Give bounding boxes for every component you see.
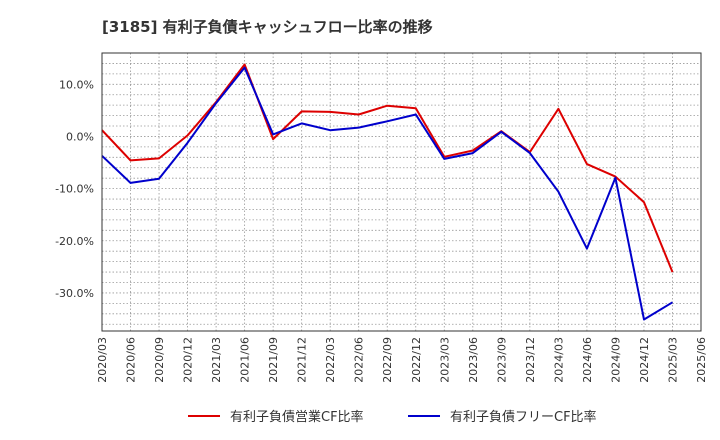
legend-label: 有利子負債営業CF比率 <box>230 409 364 425</box>
x-tick-label: 2023/12 <box>524 337 537 383</box>
y-tick-label: 10.0% <box>59 78 94 91</box>
series-line <box>101 63 674 273</box>
x-tick-label: 2021/09 <box>267 337 280 383</box>
series-lines <box>101 63 674 321</box>
series-line <box>101 66 674 321</box>
x-tick-label: 2024/09 <box>609 337 622 383</box>
x-tick-label: 2024/06 <box>581 337 594 383</box>
x-tick-label: 2025/06 <box>695 337 708 383</box>
x-tick-label: 2020/12 <box>182 337 195 383</box>
y-tick-label: -10.0% <box>55 183 94 196</box>
x-tick-label: 2022/09 <box>381 337 394 383</box>
legend: 有利子負債営業CF比率 有利子負債フリーCF比率 <box>188 409 597 425</box>
plot-border <box>101 52 702 332</box>
x-tick-label: 2020/09 <box>153 337 166 383</box>
x-tick-label: 2024/03 <box>552 337 565 383</box>
chart-title: [3185] 有利子負債キャッシュフロー比率の推移 <box>102 18 433 36</box>
x-tick-label: 2020/06 <box>125 337 138 383</box>
x-tick-label: 2020/03 <box>96 337 109 383</box>
x-tick-label: 2022/06 <box>353 337 366 383</box>
x-tick-label: 2023/03 <box>438 337 451 383</box>
x-tick-label: 2025/03 <box>666 337 679 383</box>
y-tick-label: 0.0% <box>66 130 94 143</box>
y-tick-label: -30.0% <box>55 287 94 300</box>
x-tick-label: 2021/06 <box>239 337 252 383</box>
grid <box>102 52 701 331</box>
legend-label: 有利子負債フリーCF比率 <box>450 409 597 425</box>
x-tick-label: 2024/12 <box>638 337 651 383</box>
x-tick-label: 2021/12 <box>296 337 309 383</box>
x-axis: 2020/03 2020/06 2020/09 2020/12 2021/03 2021/… <box>96 337 708 383</box>
x-tick-label: 2021/03 <box>210 337 223 383</box>
y-tick-label: -20.0% <box>55 235 94 248</box>
x-tick-label: 2022/12 <box>410 337 423 383</box>
x-tick-label: 2023/06 <box>467 337 480 383</box>
x-tick-label: 2023/09 <box>495 337 508 383</box>
x-tick-label: 2022/03 <box>324 337 337 383</box>
plot-area <box>102 53 701 331</box>
y-axis: 10.0% 0.0% -10.0% -20.0% -30.0% <box>55 78 94 300</box>
